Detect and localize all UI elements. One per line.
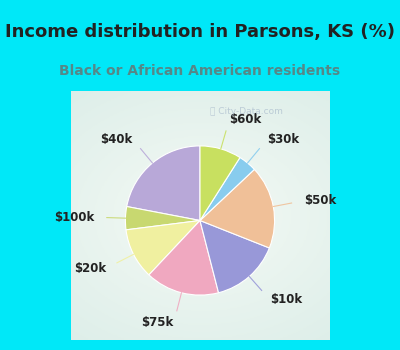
Wedge shape [200,146,240,220]
Wedge shape [126,220,200,275]
Text: $100k: $100k [54,211,94,224]
Wedge shape [200,158,254,220]
Wedge shape [200,169,274,248]
Text: $50k: $50k [304,194,336,207]
Wedge shape [149,220,218,295]
Wedge shape [126,206,200,230]
Text: $10k: $10k [270,293,302,306]
Wedge shape [127,146,200,220]
Text: $30k: $30k [267,133,300,146]
Text: $20k: $20k [74,262,106,275]
Text: Income distribution in Parsons, KS (%): Income distribution in Parsons, KS (%) [5,23,395,41]
Text: $40k: $40k [100,133,133,146]
Text: $60k: $60k [230,112,262,126]
Text: ⓘ City-Data.com: ⓘ City-Data.com [210,107,283,116]
Text: Black or African American residents: Black or African American residents [60,64,340,78]
Wedge shape [200,220,269,293]
Text: $75k: $75k [142,316,174,329]
